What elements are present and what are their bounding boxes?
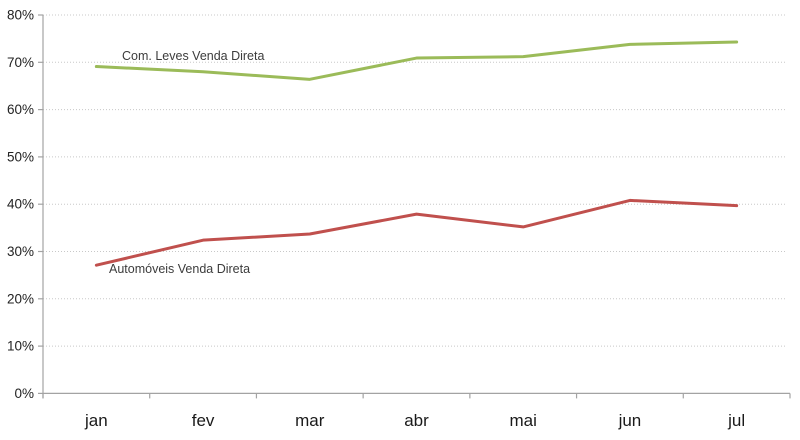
y-tick-label: 40% bbox=[7, 197, 34, 212]
series-label: Com. Leves Venda Direta bbox=[122, 49, 264, 63]
y-tick-label: 30% bbox=[7, 244, 34, 259]
y-tick-label: 50% bbox=[7, 149, 34, 164]
x-tick-label: jul bbox=[727, 411, 745, 430]
y-tick-label: 10% bbox=[7, 339, 34, 354]
x-tick-label: jun bbox=[618, 411, 642, 430]
x-tick-label: mar bbox=[295, 411, 325, 430]
y-tick-label: 80% bbox=[7, 8, 34, 23]
series-label: Automóveis Venda Direta bbox=[109, 262, 250, 276]
y-tick-label: 70% bbox=[7, 55, 34, 70]
y-tick-label: 0% bbox=[14, 386, 34, 401]
y-tick-label: 20% bbox=[7, 291, 34, 306]
series-line bbox=[94, 40, 739, 81]
series-line bbox=[94, 198, 739, 267]
x-tick-label: mai bbox=[510, 411, 537, 430]
y-tick-label: 60% bbox=[7, 102, 34, 117]
x-tick-label: fev bbox=[192, 411, 215, 430]
x-tick-label: abr bbox=[404, 411, 429, 430]
x-tick-label: jan bbox=[84, 411, 108, 430]
